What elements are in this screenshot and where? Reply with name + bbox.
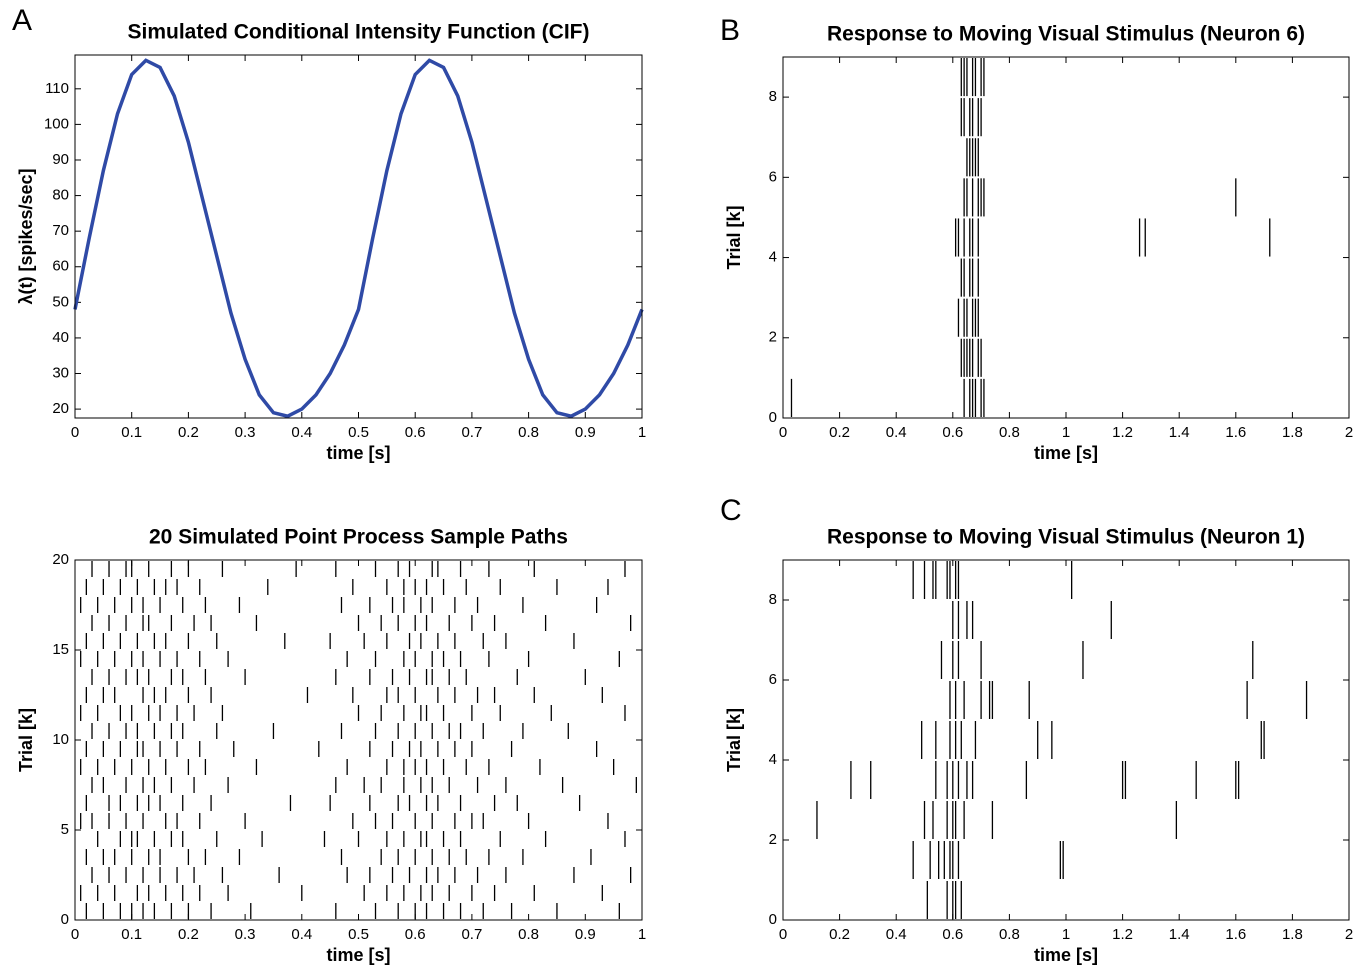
plot-frame <box>74 559 643 921</box>
y-axis-label: Trial [k] <box>724 205 744 269</box>
chart-title: 20 Simulated Point Process Sample Paths <box>149 526 568 549</box>
x-tick-label: 0.4 <box>291 424 312 441</box>
x-tick-label: 0 <box>71 926 79 943</box>
x-tick-label: 1 <box>1062 926 1070 943</box>
y-axis-label: Trial [k] <box>724 708 744 772</box>
panel-letter: A <box>12 4 32 37</box>
x-tick-label: 0.8 <box>518 926 539 943</box>
x-tick-label: 0.7 <box>461 926 482 943</box>
y-tick-label: 0 <box>769 911 777 928</box>
x-tick-label: 0.2 <box>829 926 850 943</box>
x-tick-label: 0.6 <box>942 424 963 441</box>
x-tick-label: 0.8 <box>999 424 1020 441</box>
y-tick-label: 6 <box>769 671 777 688</box>
x-tick-label: 1.8 <box>1282 926 1303 943</box>
x-tick-label: 0.4 <box>886 926 907 943</box>
x-tick-label: 0.7 <box>461 424 482 441</box>
y-tick-label: 2 <box>769 329 777 346</box>
x-tick-label: 1 <box>1062 424 1070 441</box>
x-tick-label: 0.4 <box>291 926 312 943</box>
y-tick-label: 60 <box>52 258 69 275</box>
x-tick-label: 0.6 <box>405 424 426 441</box>
x-tick-label: 1.4 <box>1169 424 1190 441</box>
x-tick-label: 0.9 <box>575 424 596 441</box>
x-tick-label: 2 <box>1345 424 1353 441</box>
cif-line <box>73 58 644 419</box>
chart-title: Simulated Conditional Intensity Function… <box>128 21 590 44</box>
x-tick-label: 1.6 <box>1225 424 1246 441</box>
y-tick-label: 80 <box>52 187 69 204</box>
y-tick-label: 15 <box>52 641 69 658</box>
x-tick-label: 1.2 <box>1112 926 1133 943</box>
y-axis-label: λ(t) [spikes/sec] <box>16 168 36 304</box>
x-tick-label: 0 <box>71 424 79 441</box>
x-tick-label: 0.5 <box>348 424 369 441</box>
plot-frame <box>782 56 1350 419</box>
x-axis-label: time [s] <box>326 443 390 463</box>
x-tick-label: 1.6 <box>1225 926 1246 943</box>
x-tick-label: 0.1 <box>121 926 142 943</box>
x-tick-label: 0.6 <box>942 926 963 943</box>
y-tick-label: 4 <box>769 249 777 266</box>
x-tick-label: 0.2 <box>829 424 850 441</box>
x-tick-label: 0.8 <box>518 424 539 441</box>
x-tick-label: 0.8 <box>999 926 1020 943</box>
y-tick-label: 70 <box>52 222 69 239</box>
x-tick-label: 0.1 <box>121 424 142 441</box>
x-tick-label: 0.4 <box>886 424 907 441</box>
x-tick-label: 2 <box>1345 926 1353 943</box>
panel-letter: C <box>720 494 742 527</box>
y-tick-label: 4 <box>769 751 777 768</box>
x-tick-label: 0.3 <box>235 424 256 441</box>
y-tick-label: 20 <box>52 400 69 417</box>
y-tick-label: 0 <box>769 409 777 426</box>
x-tick-label: 0.3 <box>235 926 256 943</box>
panel-letter: B <box>720 14 740 47</box>
x-tick-label: 0 <box>779 926 787 943</box>
y-tick-label: 10 <box>52 731 69 748</box>
y-tick-label: 110 <box>45 80 69 97</box>
y-tick-label: 100 <box>44 115 69 132</box>
y-tick-label: 90 <box>52 151 69 168</box>
plot-frame <box>74 54 643 419</box>
x-tick-label: 1.2 <box>1112 424 1133 441</box>
x-axis-label: time [s] <box>1034 443 1098 463</box>
x-tick-label: 0.2 <box>178 926 199 943</box>
y-tick-label: 20 <box>52 551 69 568</box>
chart-title: Response to Moving Visual Stimulus (Neur… <box>827 526 1305 549</box>
y-tick-label: 6 <box>769 168 777 185</box>
x-axis-label: time [s] <box>1034 945 1098 965</box>
chart-title: Response to Moving Visual Stimulus (Neur… <box>827 23 1305 46</box>
y-tick-label: 8 <box>769 88 777 105</box>
x-tick-label: 1 <box>638 926 646 943</box>
y-axis-label: Trial [k] <box>16 708 36 772</box>
x-tick-label: 1.4 <box>1169 926 1190 943</box>
x-tick-label: 0.5 <box>348 926 369 943</box>
plot-frame <box>782 559 1350 921</box>
y-tick-label: 0 <box>61 911 69 928</box>
x-tick-label: 0 <box>779 424 787 441</box>
y-tick-label: 5 <box>61 821 69 838</box>
y-tick-label: 40 <box>52 329 69 346</box>
x-tick-label: 0.9 <box>575 926 596 943</box>
y-tick-label: 50 <box>52 293 69 310</box>
x-tick-label: 1.8 <box>1282 424 1303 441</box>
x-tick-label: 0.6 <box>405 926 426 943</box>
y-tick-label: 2 <box>769 831 777 848</box>
y-tick-label: 8 <box>769 591 777 608</box>
x-tick-label: 1 <box>638 424 646 441</box>
x-tick-label: 0.2 <box>178 424 199 441</box>
y-tick-label: 30 <box>52 364 69 381</box>
x-axis-label: time [s] <box>326 945 390 965</box>
